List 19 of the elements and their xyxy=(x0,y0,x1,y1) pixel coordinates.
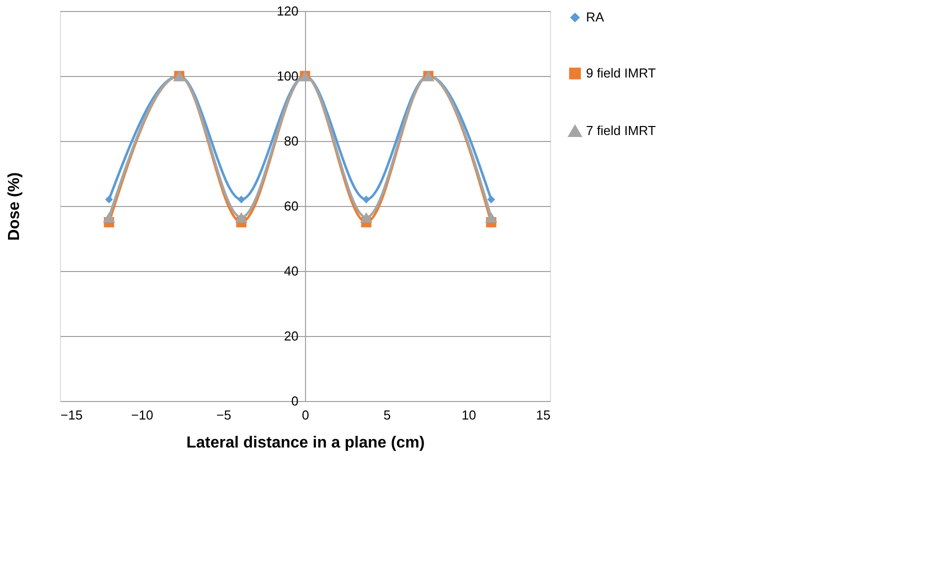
legend-label: 7 field IMRT xyxy=(586,123,656,138)
x-axis-title: Lateral distance in a plane (cm) xyxy=(186,434,425,452)
x-tick-label: −5 xyxy=(216,408,232,422)
y-tick-label: 60 xyxy=(284,198,298,214)
x-tick-label: 5 xyxy=(384,408,391,422)
y-tick-label: 40 xyxy=(284,264,298,278)
x-tick-label: −15 xyxy=(60,408,83,422)
x-tick-label: 15 xyxy=(536,408,550,422)
x-tick-label: 10 xyxy=(462,408,476,422)
x-tick-label: 0 xyxy=(302,408,310,422)
y-axis-title: Dose (%) xyxy=(6,172,23,241)
legend-label: 9 field IMRT xyxy=(586,66,656,80)
y-tick-label: 0 xyxy=(291,394,298,408)
y-tick-label: 100 xyxy=(276,68,298,84)
y-tick-label: 80 xyxy=(284,134,298,148)
y-tick-label: 120 xyxy=(276,4,298,18)
legend-label: RA xyxy=(586,10,604,24)
y-tick-label: 20 xyxy=(284,328,298,344)
x-tick-label: −10 xyxy=(131,408,154,422)
